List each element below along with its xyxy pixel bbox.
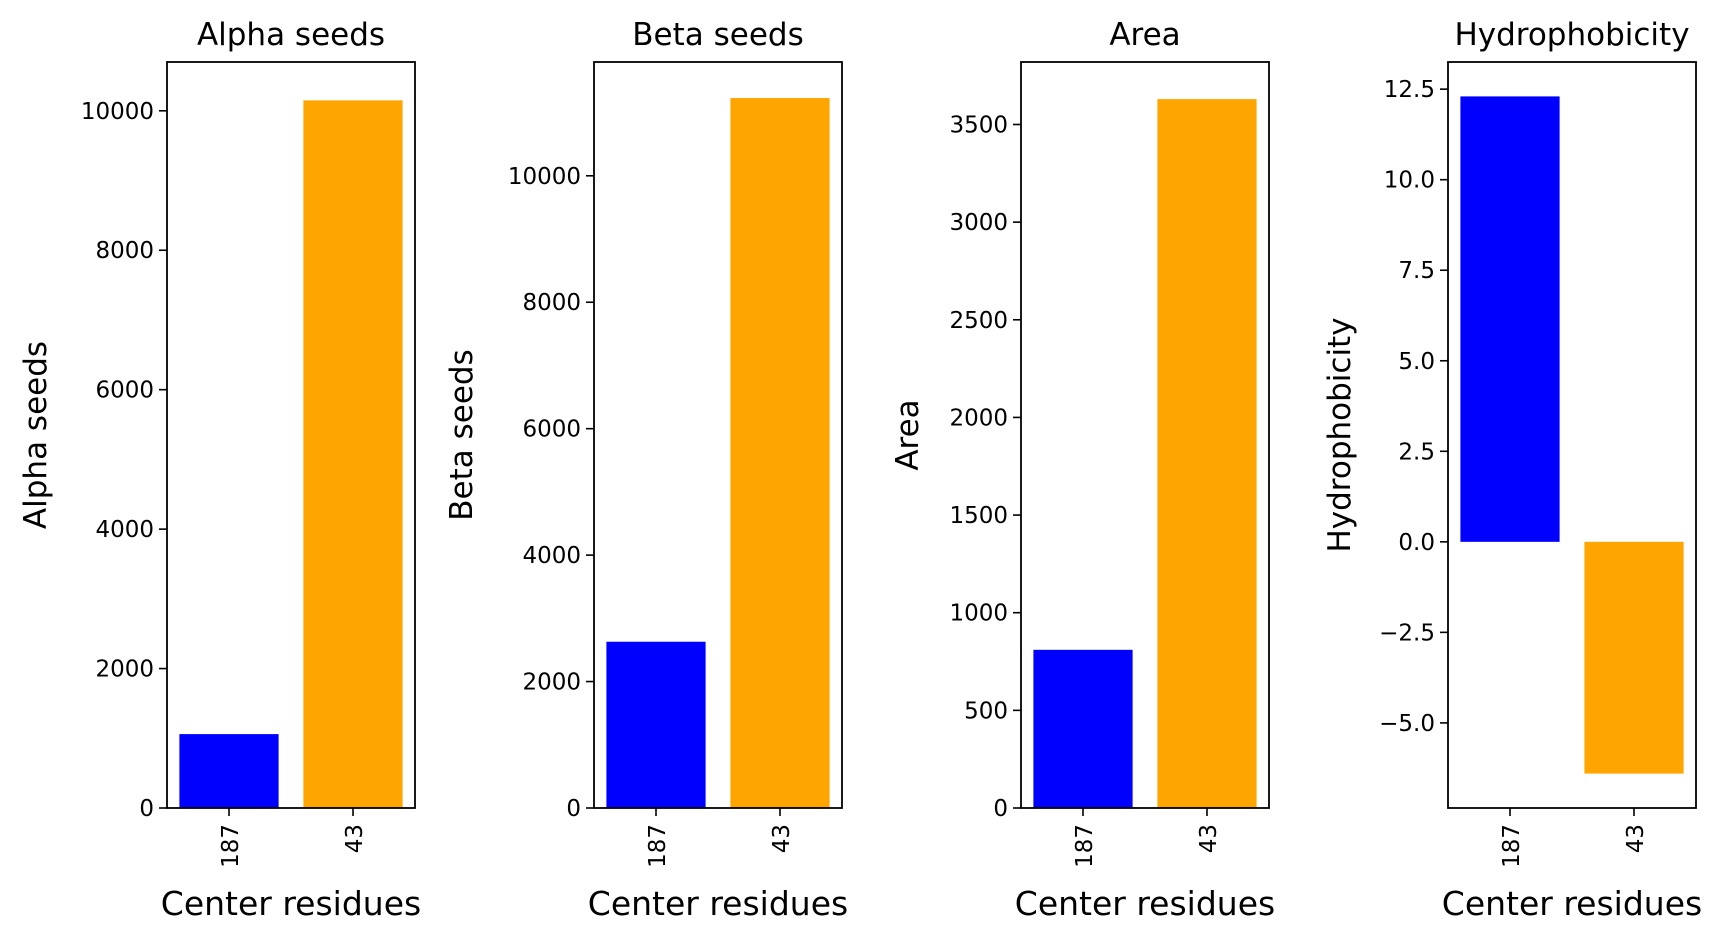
y-tick-label: 2000 [949,405,1008,431]
y-tick-label: 1000 [949,601,1008,627]
y-tick-label: 4000 [95,517,154,543]
y-tick-label: −2.5 [1379,620,1435,646]
y-tick-label: 2000 [95,657,154,683]
x-tick-label: 187 [1499,824,1525,868]
x-tick-label: 43 [342,824,368,853]
bar-187 [179,734,279,808]
y-axis-label: Hydrophobicity [1322,317,1358,552]
y-axis-label: Area [890,399,926,470]
y-tick-label: 1500 [949,503,1008,529]
y-axis-label: Alpha seeds [18,341,54,529]
axes-frame [166,61,416,809]
y-tick-label: 4000 [522,543,581,569]
bar-187 [606,641,706,808]
x-tick-label: 187 [645,824,671,868]
subplot-title: Hydrophobicity [1454,17,1689,53]
axes-frame [1020,61,1270,809]
y-tick-label: 0.0 [1398,530,1435,556]
subplot-title: Alpha seeds [197,17,385,53]
x-tick-label: 43 [1196,824,1222,853]
bar-43 [303,100,403,808]
y-tick-label: 0 [993,796,1008,822]
bar-187 [1033,649,1133,808]
bar-43 [730,98,830,809]
y-tick-label: 10000 [81,99,154,125]
x-tick-label: 187 [1072,824,1098,868]
y-tick-label: 7.5 [1398,258,1435,284]
subplot-hydrophobicity: Hydrophobicity Hydrophobicity Center res… [1322,17,1702,923]
y-tick-label: 10.0 [1384,168,1435,194]
y-tick-label: 2000 [522,670,581,696]
axes-frame [593,61,843,809]
y-tick-label: 12.5 [1384,77,1435,103]
y-tick-label: 5.0 [1398,349,1435,375]
x-axis-label: Center residues [588,884,848,923]
y-tick-label: 10000 [508,164,581,190]
x-tick-label: 187 [218,824,244,868]
subplot-area: Area Area Center residues 0 500 1000 1500 20… [890,17,1275,923]
bar-43 [1157,99,1257,808]
y-tick-label: 0 [566,796,581,822]
x-axis-label: Center residues [161,884,421,923]
y-tick-label: 3000 [949,210,1008,236]
axes-frame [1447,61,1697,809]
subplot-beta-seeds: Beta seeds Beta seeds Center residues 0 2… [444,17,848,923]
y-tick-label: 3500 [949,112,1008,138]
y-tick-label: 6000 [522,417,581,443]
y-tick-label: 500 [964,698,1008,724]
y-tick-label: 0 [139,796,154,822]
y-tick-label: 2.5 [1398,439,1435,465]
subplot-alpha-seeds: Alpha seeds Alpha seeds Center residues … [18,17,421,923]
y-axis-label: Beta seeds [444,349,480,520]
y-tick-label: 8000 [522,290,581,316]
bar-43 [1584,541,1684,774]
x-tick-label: 43 [1623,824,1649,853]
bar-187 [1460,96,1560,542]
y-tick-label: −5.0 [1379,711,1435,737]
subplot-title: Area [1109,17,1180,53]
subplot-title: Beta seeds [632,17,803,53]
y-tick-label: 6000 [95,378,154,404]
x-axis-label: Center residues [1442,884,1702,923]
y-tick-label: 2500 [949,308,1008,334]
x-tick-label: 43 [769,824,795,853]
y-tick-label: 8000 [95,238,154,264]
x-axis-label: Center residues [1015,884,1275,923]
